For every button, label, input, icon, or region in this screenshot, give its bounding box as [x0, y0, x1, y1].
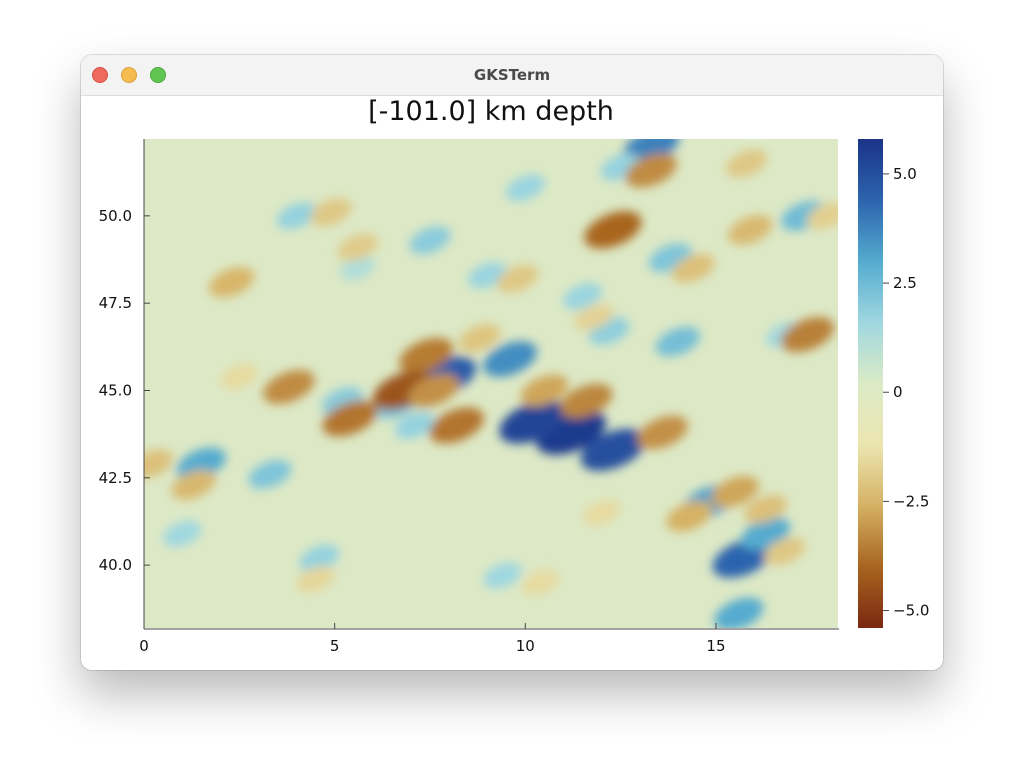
heatmap-anomaly-56	[728, 214, 773, 245]
colorbar-ticks: 5.0 2.5 0 −2.5 −5.0	[883, 165, 929, 620]
heatmap-anomaly-16	[409, 226, 451, 255]
x-tick-label: 15	[706, 637, 725, 655]
colorbar-tick-label: 2.5	[893, 274, 917, 292]
heatmap-anomaly-17	[505, 174, 545, 202]
heatmap-anomaly-46	[144, 449, 174, 479]
heatmap-anomaly-57	[806, 202, 838, 230]
heatmap-chart: [-101.0] km depth 0 5 10 15 40.0 42.5 45.0 47.…	[99, 96, 930, 655]
colorbar-tick-label: 5.0	[893, 165, 917, 183]
zoom-window-button[interactable]	[150, 67, 166, 83]
heatmap-anomaly-58	[763, 537, 806, 566]
colorbar	[858, 139, 883, 628]
app-window: GKSTerm [-101.0] km depth 0 5 10 15 40.0 42.…	[81, 55, 943, 670]
heatmap-anomaly-44	[744, 494, 788, 524]
heatmap-anomaly-23	[483, 562, 522, 589]
heatmap-anomaly-1	[499, 400, 567, 444]
heatmap-anomaly-27	[467, 261, 507, 289]
heatmap-anomaly-14	[655, 326, 701, 357]
heatmap-anomaly-30	[399, 337, 454, 374]
x-tick-label: 0	[139, 637, 149, 655]
heatmap-anomaly-43	[666, 500, 713, 532]
heatmap-anomaly-49	[337, 233, 378, 261]
heatmap-anomaly-38	[637, 415, 688, 450]
y-tick-label: 42.5	[99, 469, 132, 487]
heatmap-anomaly-2	[580, 428, 646, 471]
heatmap-anomaly-60	[574, 303, 614, 331]
y-tick-label: 45.0	[99, 381, 132, 399]
close-window-button[interactable]	[92, 67, 108, 83]
x-tick-label: 5	[330, 637, 340, 655]
heatmap-anomaly-39	[584, 211, 642, 249]
heatmap-anomaly-11	[176, 447, 226, 481]
plot-area: [-101.0] km depth 0 5 10 15 40.0 42.5 45.0 47.…	[81, 96, 943, 670]
heatmap-anomaly-12	[248, 459, 292, 489]
heatmap-anomaly-48	[310, 198, 352, 227]
heatmap-anomaly-53	[296, 566, 335, 593]
heatmap-anomaly-37	[520, 374, 569, 407]
y-tick-label: 50.0	[99, 207, 132, 225]
heatmap-anomaly-36	[560, 383, 613, 419]
heatmap-anomaly-9	[714, 597, 764, 628]
heatmap-anomaly-34	[322, 400, 378, 437]
x-axis-ticks: 0 5 10 15	[139, 623, 726, 655]
plot-background	[144, 139, 838, 628]
minimize-window-button[interactable]	[121, 67, 137, 83]
heatmap-anomaly-21	[163, 520, 202, 547]
heatmap-anomaly-4	[483, 341, 538, 377]
heatmap-anomaly-20	[276, 202, 317, 230]
heatmap-anomaly-26	[563, 282, 602, 310]
heatmap-anomaly-29	[340, 256, 376, 281]
heatmap-anomaly-45	[171, 469, 216, 500]
heatmap-anomaly-52	[725, 149, 768, 178]
heatmap-anomaly-47	[209, 267, 255, 298]
heatmap-anomaly-41	[780, 317, 835, 353]
heatmap-anomaly-22	[299, 544, 340, 572]
heatmap-cells	[144, 139, 838, 628]
x-tick-label: 10	[516, 637, 535, 655]
y-axis-ticks: 40.0 42.5 45.0 47.5 50.0	[99, 207, 150, 574]
window-title: GKSTerm	[473, 66, 551, 84]
colorbar-tick-label: −5.0	[893, 602, 929, 620]
heatmap-anomaly-42	[711, 475, 759, 508]
heatmap-anomaly-50	[497, 264, 539, 293]
heatmap-anomaly-32	[408, 373, 460, 408]
heatmap-anomaly-54	[521, 569, 560, 596]
heatmap-anomaly-51	[671, 253, 715, 283]
heatmap-anomaly-33	[429, 407, 485, 444]
heatmap-anomaly-35	[263, 369, 315, 404]
y-tick-label: 40.0	[99, 556, 132, 574]
y-tick-label: 47.5	[99, 294, 132, 312]
heatmap-anomaly-61	[220, 363, 259, 390]
heatmap-anomaly-59	[458, 323, 501, 353]
chart-title: [-101.0] km depth	[368, 96, 614, 127]
title-bar: GKSTerm	[81, 55, 943, 96]
heatmap-anomaly-40	[625, 153, 677, 188]
heatmap-anomaly-25	[394, 411, 435, 439]
colorbar-tick-label: −2.5	[893, 492, 929, 510]
heatmap-anomaly-55	[582, 499, 621, 526]
colorbar-tick-label: 0	[893, 383, 903, 401]
